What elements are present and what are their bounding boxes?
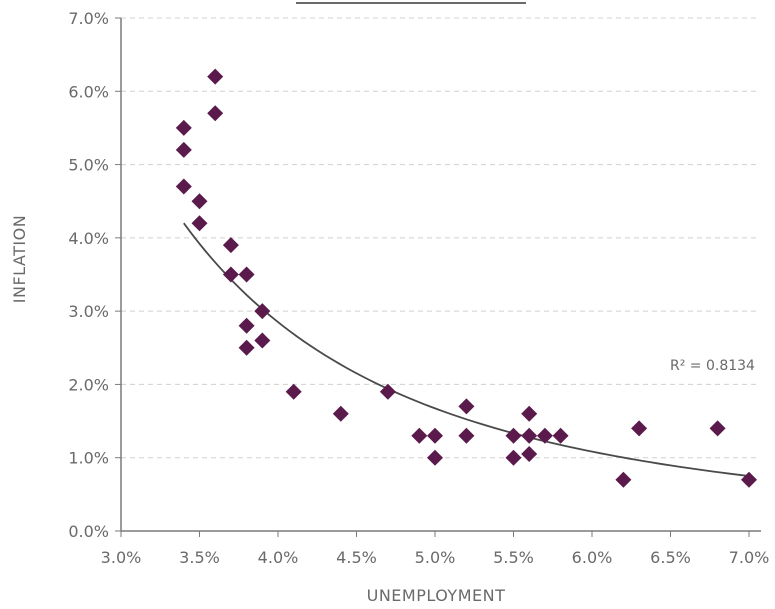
- x-tick-labels: 3.0% 3.5% 4.0% 4.5% 5.0% 5.5% 6.0% 6.5% 7.0%: [101, 548, 770, 567]
- data-point: [458, 398, 475, 415]
- y-tick-label: 3.0%: [68, 302, 109, 321]
- y-tick-label: 7.0%: [68, 9, 109, 28]
- trendline-layer: [183, 222, 750, 477]
- data-point: [238, 317, 255, 334]
- data-point: [238, 266, 255, 283]
- data-point: [379, 383, 396, 400]
- x-tick-label: 5.0%: [415, 548, 456, 567]
- data-point: [709, 420, 726, 437]
- data-point: [505, 427, 522, 444]
- data-point: [207, 105, 224, 122]
- x-tick-label: 4.0%: [258, 548, 299, 567]
- data-point: [427, 449, 443, 466]
- data-point: [222, 237, 239, 254]
- data-point: [254, 303, 271, 320]
- data-point: [191, 215, 208, 232]
- data-point: [552, 427, 569, 444]
- data-point: [175, 141, 192, 158]
- y-tick-label: 6.0%: [68, 82, 109, 101]
- data-point: [615, 471, 632, 488]
- y-tick-label: 0.0%: [68, 522, 109, 541]
- x-tick-label: 3.0%: [101, 548, 142, 567]
- x-tick-label: 6.0%: [572, 548, 613, 567]
- data-point: [254, 332, 271, 349]
- data-point: [427, 427, 443, 444]
- data-point: [222, 266, 239, 283]
- data-point: [175, 178, 192, 195]
- axes: [115, 17, 761, 537]
- x-axis-title: UNEMPLOYMENT: [367, 586, 506, 605]
- data-point: [332, 405, 349, 422]
- data-points: [175, 68, 757, 488]
- data-point: [521, 446, 538, 463]
- data-point: [536, 427, 553, 444]
- x-tick-label: 3.5%: [179, 548, 220, 567]
- x-tick-label: 4.5%: [336, 548, 377, 567]
- x-tick-label: 6.5%: [650, 548, 691, 567]
- data-point: [741, 471, 757, 488]
- trendline: [183, 222, 750, 477]
- gridlines: [121, 17, 759, 459]
- data-point: [458, 427, 475, 444]
- data-point: [285, 383, 302, 400]
- x-tick-label: 7.0%: [729, 548, 770, 567]
- data-point: [191, 193, 208, 210]
- y-tick-label: 5.0%: [68, 156, 109, 175]
- y-tick-labels: 0.0% 1.0% 2.0% 3.0% 4.0% 5.0% 6.0% 7.0%: [68, 9, 109, 541]
- data-point: [521, 405, 538, 422]
- data-point: [631, 420, 648, 437]
- data-point: [238, 339, 255, 356]
- r-squared-annotation: R² = 0.8134: [670, 358, 755, 374]
- data-point: [411, 427, 428, 444]
- x-tick-label: 5.5%: [493, 548, 534, 567]
- data-point: [207, 68, 224, 85]
- y-axis-title: INFLATION: [10, 215, 29, 303]
- y-tick-label: 2.0%: [68, 375, 109, 394]
- y-tick-label: 1.0%: [68, 449, 109, 468]
- data-point: [505, 449, 522, 466]
- data-point: [175, 119, 192, 136]
- y-tick-label: 4.0%: [68, 229, 109, 248]
- data-point: [521, 427, 538, 444]
